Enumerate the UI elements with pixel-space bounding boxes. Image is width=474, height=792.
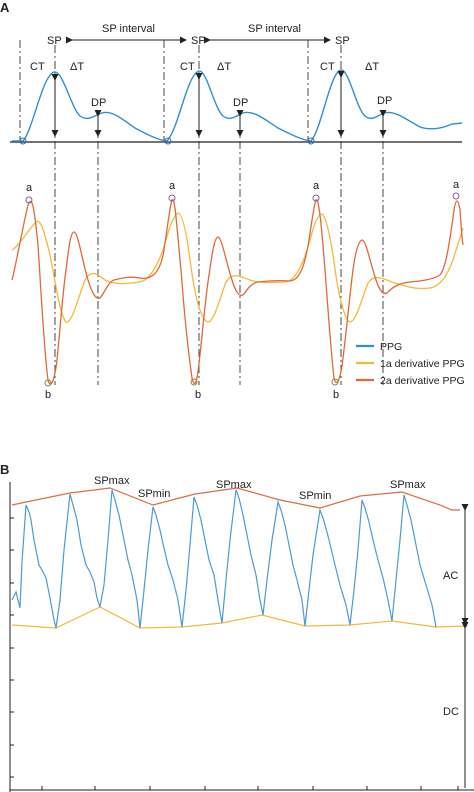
x-axis-ticks — [41, 786, 459, 790]
legend: PPG 1a derivative PPG 2a derivative PPG — [356, 341, 465, 387]
point-a-marker — [168, 194, 176, 202]
ct-label: CT — [320, 61, 335, 73]
ppg-foot-marker — [164, 137, 172, 145]
dp-label: DP — [91, 97, 106, 109]
ac-label: AC — [443, 570, 458, 582]
ct-label: CT — [180, 61, 195, 73]
point-b-marker — [44, 379, 52, 387]
sp-interval-label: SP interval — [248, 23, 301, 35]
point-a-label: a — [26, 182, 33, 194]
sp-label: SP — [335, 35, 350, 47]
spmax-label: SPmax — [390, 479, 426, 491]
point-a-marker — [312, 194, 320, 202]
point-b-label: b — [195, 389, 201, 401]
dp-label: DP — [377, 95, 392, 107]
panel-b: B — [0, 462, 474, 792]
spmax-label: SPmax — [94, 475, 130, 487]
lower-envelope — [11, 606, 469, 629]
point-b-label: b — [45, 389, 51, 401]
dp-label: DP — [233, 97, 248, 109]
point-b-marker — [331, 378, 339, 386]
legend-label-first-derivative: 1a derivative PPG — [380, 358, 465, 370]
ppg-foot-marker — [307, 137, 315, 145]
panel-a: A SP interval SP interval SP SP SP — [0, 0, 465, 401]
point-a-label: a — [169, 180, 176, 192]
spmin-label: SPmin — [299, 490, 331, 502]
dc-label: DC — [443, 706, 459, 718]
sp-interval-label: SP interval — [102, 23, 155, 35]
sp-label: SP — [47, 35, 62, 47]
first-derivative-ppg — [11, 212, 464, 323]
point-a-label: a — [313, 180, 320, 192]
point-a-marker — [25, 196, 33, 204]
y-axis-ticks — [10, 517, 14, 778]
panel-a-letter: A — [0, 0, 10, 15]
delta-t-label: ΔT — [217, 61, 231, 73]
point-a-label: a — [453, 179, 460, 191]
legend-label-ppg: PPG — [380, 341, 402, 353]
point-a-marker — [452, 192, 460, 200]
ppg-signal — [12, 69, 463, 142]
panel-b-letter: B — [0, 462, 9, 477]
ct-label: CT — [30, 61, 45, 73]
upper-envelope — [11, 487, 460, 511]
spmax-label: SPmax — [216, 479, 252, 491]
second-derivative-ppg — [11, 199, 464, 385]
sp-label: SP — [191, 35, 206, 47]
legend-label-second-derivative: 2a derivative PPG — [380, 375, 465, 387]
guide-lines — [19, 40, 384, 385]
ppg-trend-signal — [11, 489, 437, 629]
point-b-marker — [190, 378, 198, 386]
point-b-label: b — [333, 389, 339, 401]
delta-t-label: ΔT — [365, 61, 379, 73]
spmin-label: SPmin — [138, 488, 170, 500]
delta-t-label: ΔT — [70, 61, 84, 73]
ppg-foot-marker — [19, 137, 27, 145]
